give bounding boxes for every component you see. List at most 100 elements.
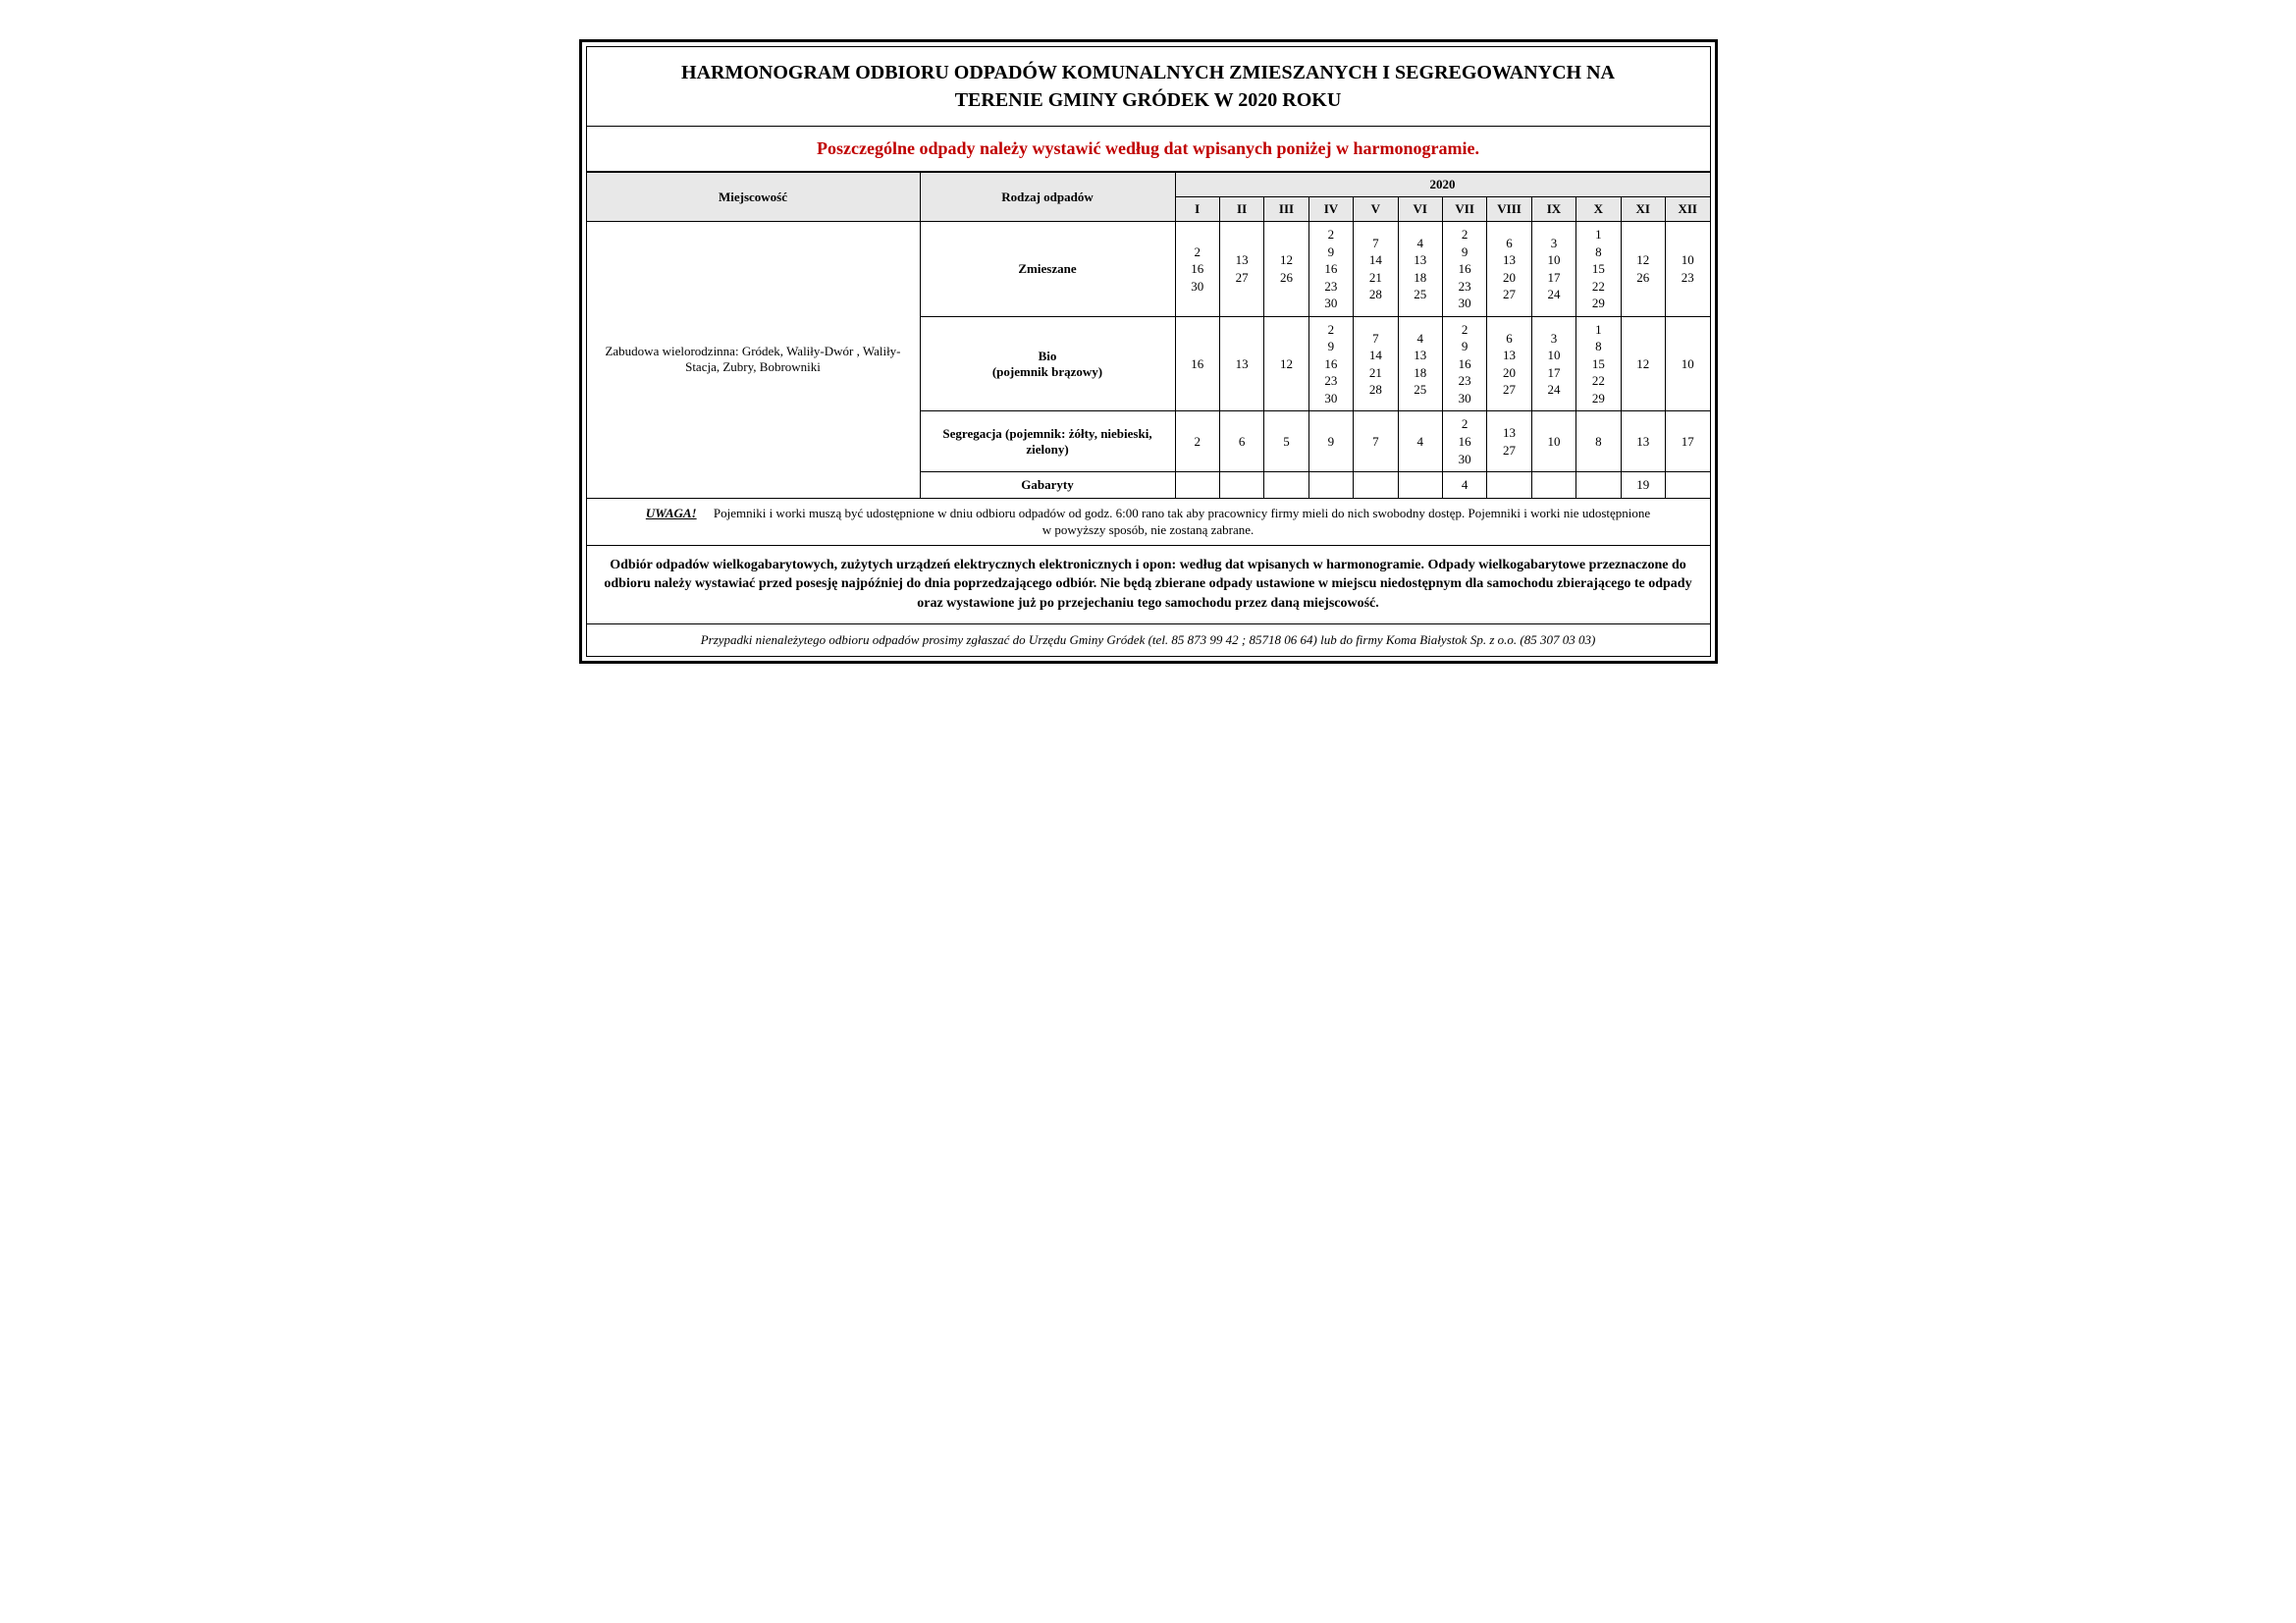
day-value: 23 bbox=[1312, 372, 1350, 390]
days-cell: 12 bbox=[1621, 316, 1665, 411]
day-value: 14 bbox=[1357, 347, 1394, 364]
day-value: 23 bbox=[1446, 372, 1483, 390]
day-value: 12 bbox=[1267, 251, 1305, 269]
page-frame: HARMONOGRAM ODBIORU ODPADÓW KOMUNALNYCH … bbox=[579, 39, 1718, 664]
day-value: 21 bbox=[1357, 269, 1394, 287]
days-cell: 1327 bbox=[1487, 411, 1531, 472]
waste-type-cell: Bio(pojemnik brązowy) bbox=[920, 316, 1175, 411]
day-value: 13 bbox=[1402, 251, 1439, 269]
day-value: 10 bbox=[1535, 251, 1573, 269]
day-value: 2 bbox=[1446, 415, 1483, 433]
day-value: 7 bbox=[1357, 330, 1394, 348]
day-value: 30 bbox=[1446, 451, 1483, 468]
days-cell bbox=[1487, 472, 1531, 499]
days-cell: 6132027 bbox=[1487, 316, 1531, 411]
day-value: 8 bbox=[1579, 338, 1617, 355]
header-month: IX bbox=[1531, 197, 1575, 222]
days-cell bbox=[1576, 472, 1621, 499]
uwaga-box: UWAGA! Pojemniki i worki muszą być udost… bbox=[586, 499, 1711, 546]
day-value: 16 bbox=[1446, 260, 1483, 278]
title-line-1: HARMONOGRAM ODBIORU ODPADÓW KOMUNALNYCH … bbox=[681, 62, 1615, 83]
day-value: 17 bbox=[1535, 269, 1573, 287]
days-cell: 4131825 bbox=[1398, 316, 1442, 411]
header-month: VII bbox=[1442, 197, 1486, 222]
days-cell: 21630 bbox=[1175, 222, 1219, 317]
days-cell: 6 bbox=[1219, 411, 1263, 472]
days-cell bbox=[1665, 472, 1710, 499]
days-cell: 6132027 bbox=[1487, 222, 1531, 317]
day-value: 14 bbox=[1357, 251, 1394, 269]
day-value: 18 bbox=[1402, 269, 1439, 287]
waste-type-cell: Segregacja (pojemnik: żółty, niebieski, … bbox=[920, 411, 1175, 472]
day-value: 13 bbox=[1223, 251, 1260, 269]
header-month: VIII bbox=[1487, 197, 1531, 222]
subtitle-text: Poszczególne odpady należy wystawić wedł… bbox=[817, 138, 1479, 158]
day-value: 24 bbox=[1535, 381, 1573, 399]
days-cell: 1327 bbox=[1219, 222, 1263, 317]
day-value: 16 bbox=[1179, 355, 1216, 373]
day-value: 16 bbox=[1446, 355, 1483, 373]
day-value: 25 bbox=[1402, 286, 1439, 303]
day-value: 16 bbox=[1446, 433, 1483, 451]
day-value: 1 bbox=[1579, 226, 1617, 243]
days-cell bbox=[1354, 472, 1398, 499]
days-cell: 7 bbox=[1354, 411, 1398, 472]
day-value: 30 bbox=[1446, 390, 1483, 407]
day-value: 30 bbox=[1312, 295, 1350, 312]
day-value: 29 bbox=[1579, 390, 1617, 407]
day-value: 24 bbox=[1535, 286, 1573, 303]
table-row: Zabudowa wielorodzinna: Gródek, Waliły-D… bbox=[586, 222, 1710, 317]
header-month: IV bbox=[1308, 197, 1353, 222]
day-value: 4 bbox=[1402, 433, 1439, 451]
day-value: 6 bbox=[1490, 235, 1527, 252]
days-cell: 4 bbox=[1442, 472, 1486, 499]
header-month: II bbox=[1219, 197, 1263, 222]
days-cell: 12 bbox=[1264, 316, 1308, 411]
day-value: 9 bbox=[1312, 243, 1350, 261]
day-value: 6 bbox=[1490, 330, 1527, 348]
day-value: 16 bbox=[1312, 355, 1350, 373]
day-value: 2 bbox=[1446, 226, 1483, 243]
day-value: 28 bbox=[1357, 286, 1394, 303]
day-value: 20 bbox=[1490, 364, 1527, 382]
title-box: HARMONOGRAM ODBIORU ODPADÓW KOMUNALNYCH … bbox=[586, 46, 1711, 127]
day-value: 6 bbox=[1223, 433, 1260, 451]
day-value: 2 bbox=[1446, 321, 1483, 339]
day-value: 9 bbox=[1312, 338, 1350, 355]
day-value: 23 bbox=[1446, 278, 1483, 296]
day-value: 30 bbox=[1179, 278, 1216, 296]
day-value: 27 bbox=[1490, 381, 1527, 399]
days-cell: 17 bbox=[1665, 411, 1710, 472]
day-value: 26 bbox=[1625, 269, 1662, 287]
days-cell: 29162330 bbox=[1442, 316, 1486, 411]
uwaga-text: Pojemniki i worki muszą być udostępnione… bbox=[714, 506, 1650, 538]
day-value: 12 bbox=[1625, 251, 1662, 269]
days-cell: 4 bbox=[1398, 411, 1442, 472]
days-cell: 5 bbox=[1264, 411, 1308, 472]
header-month: V bbox=[1354, 197, 1398, 222]
day-value: 1 bbox=[1579, 321, 1617, 339]
days-cell bbox=[1531, 472, 1575, 499]
bulky-info-box: Odbiór odpadów wielkogabarytowych, zużyt… bbox=[586, 546, 1711, 624]
days-cell: 1226 bbox=[1264, 222, 1308, 317]
day-value: 4 bbox=[1402, 235, 1439, 252]
days-cell: 18152229 bbox=[1576, 222, 1621, 317]
day-value: 13 bbox=[1490, 251, 1527, 269]
days-cell: 29162330 bbox=[1308, 316, 1353, 411]
page-title: HARMONOGRAM ODBIORU ODPADÓW KOMUNALNYCH … bbox=[607, 59, 1690, 114]
day-value: 17 bbox=[1535, 364, 1573, 382]
day-value: 2 bbox=[1312, 226, 1350, 243]
day-value: 2 bbox=[1179, 433, 1216, 451]
day-value: 7 bbox=[1357, 433, 1394, 451]
waste-type-cell: Gabaryty bbox=[920, 472, 1175, 499]
location-cell: Zabudowa wielorodzinna: Gródek, Waliły-D… bbox=[586, 222, 920, 499]
days-cell: 19 bbox=[1621, 472, 1665, 499]
days-cell: 3101724 bbox=[1531, 222, 1575, 317]
days-cell: 1023 bbox=[1665, 222, 1710, 317]
day-value: 22 bbox=[1579, 278, 1617, 296]
day-value: 12 bbox=[1267, 355, 1305, 373]
day-value: 4 bbox=[1402, 330, 1439, 348]
day-value: 9 bbox=[1446, 243, 1483, 261]
day-value: 8 bbox=[1579, 243, 1617, 261]
day-value: 10 bbox=[1669, 355, 1707, 373]
